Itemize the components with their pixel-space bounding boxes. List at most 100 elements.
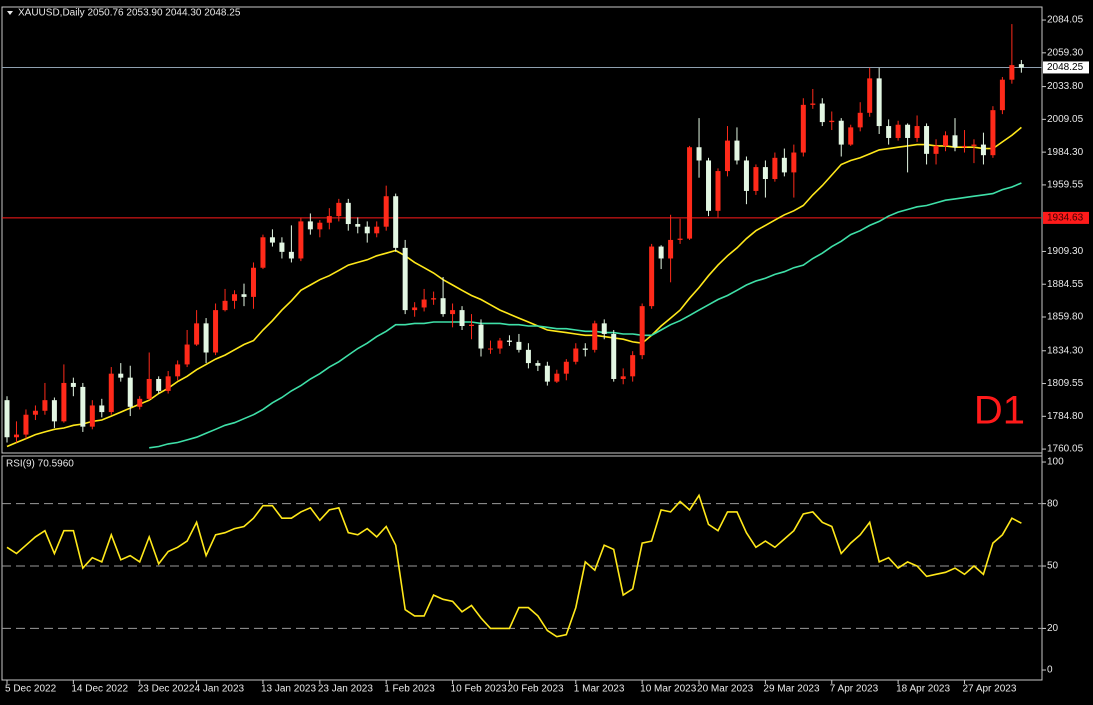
candle-body <box>51 400 57 422</box>
x-tick-label: 29 Mar 2023 <box>763 684 820 695</box>
candle-body <box>1009 65 1015 80</box>
candle-body <box>184 344 190 365</box>
y-tick-label: 1859.80 <box>1047 312 1084 323</box>
candle-body <box>487 348 493 350</box>
candle-body <box>298 221 304 259</box>
rsi-line <box>6 493 1022 638</box>
x-tick-label: 20 Feb 2023 <box>507 684 564 695</box>
candle-body <box>525 349 531 364</box>
x-tick-label: 10 Feb 2023 <box>451 684 508 695</box>
candle-body <box>724 140 730 172</box>
candle-body <box>32 410 38 415</box>
candle-body <box>516 341 522 350</box>
candle-body <box>402 247 408 311</box>
candle-body <box>971 144 977 146</box>
candle-body <box>127 377 133 407</box>
candle-body <box>165 376 171 391</box>
candle-body <box>42 400 48 411</box>
level-tag <box>1043 211 1089 224</box>
candle-body <box>696 147 702 161</box>
candle-body <box>222 300 228 311</box>
candle-body <box>279 242 285 252</box>
candle-body <box>544 365 550 382</box>
candle-body <box>706 160 712 211</box>
candle-body <box>383 196 389 227</box>
candle-body <box>232 294 238 301</box>
y-tick-label: 1809.55 <box>1047 378 1084 389</box>
x-tick-label: 7 Apr 2023 <box>830 684 879 695</box>
candle-body <box>630 355 636 377</box>
y-tick-label: 20 <box>1047 623 1059 634</box>
x-tick-label: 27 Apr 2023 <box>962 684 1016 695</box>
x-tick-label: 23 Jan 2023 <box>318 684 373 695</box>
moving-average <box>149 182 1022 449</box>
candle-body <box>990 110 996 156</box>
x-tick-label: 10 Mar 2023 <box>640 684 697 695</box>
y-tick-label: 50 <box>1047 561 1059 572</box>
y-tick-label: 1760.05 <box>1047 444 1084 455</box>
candle-body <box>345 202 351 225</box>
candle-body <box>118 373 124 378</box>
bid-tag-label: 2048.25 <box>1047 62 1084 73</box>
candle-body <box>829 120 835 123</box>
candle-body <box>194 323 200 345</box>
candle-body <box>867 78 873 113</box>
candle-body <box>241 294 247 297</box>
level-tag-label: 1934.63 <box>1047 213 1084 224</box>
y-tick-label: 2009.05 <box>1047 114 1084 125</box>
timeframe-watermark: D1 <box>974 389 1025 433</box>
y-tick-label: 2033.80 <box>1047 81 1084 92</box>
candle-body <box>175 364 181 377</box>
candle-body <box>355 224 361 227</box>
y-tick-label: 1784.80 <box>1047 411 1084 422</box>
candle-body <box>250 267 256 297</box>
candle-body <box>421 299 427 308</box>
x-tick-label: 18 Apr 2023 <box>896 684 950 695</box>
y-tick-label: 100 <box>1047 457 1064 468</box>
candle-body <box>23 414 29 435</box>
candle-body <box>762 167 768 180</box>
x-tick-label: 1 Mar 2023 <box>574 684 625 695</box>
candle-body <box>658 246 664 259</box>
candle-body <box>848 127 854 145</box>
candle-body <box>810 103 816 105</box>
plot-layer: 2084.05 2059.30 2033.80 2009.05 1984.30 1959.… <box>2 15 1089 695</box>
y-tick-label: 1984.30 <box>1047 147 1084 158</box>
candle-body <box>649 246 655 307</box>
x-tick-label: 20 Mar 2023 <box>697 684 754 695</box>
candle-body <box>89 405 95 427</box>
candle-body <box>374 226 380 234</box>
candle-body <box>108 373 114 413</box>
x-tick-label: 23 Dec 2022 <box>138 684 195 695</box>
x-tick-label: 5 Dec 2022 <box>5 684 57 695</box>
candle-body <box>450 310 456 315</box>
candle-body <box>203 323 209 353</box>
candle-body <box>326 216 332 223</box>
menu-triangle[interactable] <box>7 11 13 15</box>
candle-body <box>980 144 986 156</box>
candle-body <box>895 124 901 138</box>
candle-body <box>781 157 787 173</box>
candle-body <box>743 160 749 191</box>
candle-body <box>431 298 437 300</box>
candle-body <box>952 135 958 148</box>
candle-body <box>924 126 930 154</box>
chart-header: XAUUSD,Daily 2050.76 2053.90 2044.30 204… <box>18 8 241 19</box>
candle-body <box>146 378 152 399</box>
candle-body <box>772 157 778 180</box>
candle-body <box>582 348 588 350</box>
candle-body <box>838 120 844 145</box>
candle-body <box>791 152 797 173</box>
x-tick-label: 1 Feb 2023 <box>384 684 435 695</box>
y-tick-label: 1909.30 <box>1047 246 1084 257</box>
x-tick-label: 4 Jan 2023 <box>195 684 245 695</box>
candle-body <box>905 124 911 138</box>
candle-body <box>535 363 541 366</box>
candle-body <box>886 126 892 138</box>
candle-body <box>99 405 105 413</box>
candle-body <box>288 251 294 259</box>
y-tick-label: 2084.05 <box>1047 15 1084 26</box>
candle-body <box>734 140 740 161</box>
